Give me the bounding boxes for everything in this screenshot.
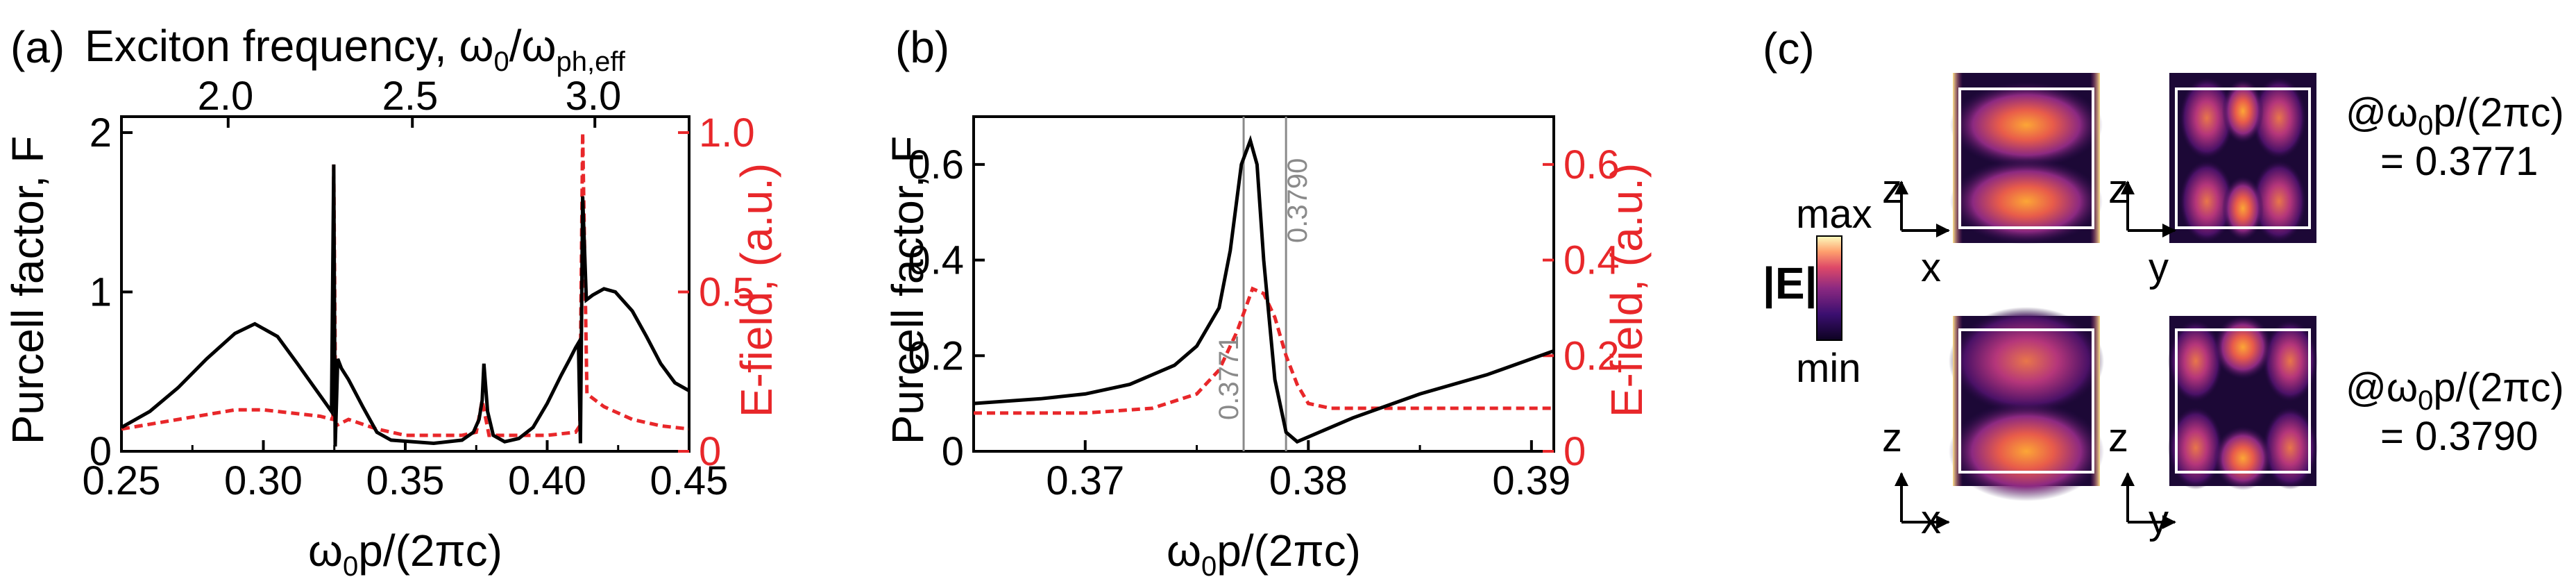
panel-a-top-axis-label: Exciton frequency, ω0/ωph,eff <box>85 21 626 77</box>
map-axes-yz-bottom: z y <box>2108 415 2176 542</box>
colorbar-field-label: |E| <box>1763 258 1817 309</box>
y2-tick-label: 0.6 <box>1564 142 1620 187</box>
field-map-yz-0.3790 <box>2168 315 2318 490</box>
panel-a-bottom-axis-label: ω0p/(2πc) <box>308 526 502 582</box>
axis-x-label: x <box>1921 245 1941 290</box>
freq-label-0.3790: @ω0p/(2πc) = 0.3790 <box>2346 365 2564 459</box>
axis-z-label: z <box>2108 167 2128 212</box>
panel-a-right-axis-label: E-field, (a.u.) <box>731 163 781 417</box>
map-axes-xz-top: z x <box>1882 167 1950 290</box>
x-tick-label: 0.40 <box>508 458 586 503</box>
map-axes-yz-top: z y <box>2108 167 2176 290</box>
panel-a-top-tick: 3.0 <box>566 74 622 119</box>
panel-b-vline-label: 0.3790 <box>1282 158 1313 243</box>
axis-x-label: x <box>1921 497 1941 542</box>
axis-z-label: z <box>1882 415 1902 460</box>
x-tick-label: 0.30 <box>224 458 303 503</box>
colorbar-gradient <box>1816 235 1842 341</box>
y2-tick-label: 1.0 <box>699 110 755 156</box>
panel-b-vline-label: 0.3771 <box>1214 335 1244 420</box>
panel-a-top-tick: 2.5 <box>382 74 439 119</box>
panel-b-label: (b) <box>895 22 949 72</box>
freq-label-formula: @ω0p/(2πc) <box>2346 90 2564 141</box>
panel-b-frame <box>972 115 1555 453</box>
y-tick-label: 1 <box>90 269 112 315</box>
panel-a-label: (a) <box>10 22 65 72</box>
panel-c-label: (c) <box>1763 24 1815 74</box>
axis-z-label: z <box>1882 167 1902 212</box>
x-tick-label: 0.45 <box>650 458 729 503</box>
x-tick-label: 0.38 <box>1269 458 1348 503</box>
colorbar-min-label: min <box>1796 346 1861 391</box>
panel-a-purcell-curve <box>121 164 689 447</box>
freq-label-value: = 0.3790 <box>2380 414 2538 459</box>
colorbar-max-label: max <box>1796 192 1872 237</box>
panel-b-right-axis-label: E-field, (a.u.) <box>1602 163 1652 417</box>
panel-a-left-axis-label: Purcell factor, F <box>3 136 53 445</box>
freq-label-value: = 0.3771 <box>2380 139 2538 184</box>
field-map-xz-0.3790 <box>1949 307 2104 501</box>
panel-b-efield-curve <box>974 286 1554 415</box>
panel-a-top-tick: 2.0 <box>198 74 254 119</box>
y2-tick-label: 0.5 <box>699 269 755 315</box>
y-tick-label: 0 <box>90 429 112 474</box>
y2-tick-label: 0.2 <box>1564 333 1620 378</box>
panel-a-frame <box>120 115 690 453</box>
map-axes-xz-bottom: z x <box>1882 415 1950 542</box>
colorbar: max min |E| <box>1763 192 1872 391</box>
axis-y-label: y <box>2149 497 2169 542</box>
field-map-xz-0.3771 <box>1950 73 2103 244</box>
panel-b-bottom-axis-label: ω0p/(2πc) <box>1167 526 1361 582</box>
field-map-yz-0.3771 <box>2169 73 2316 243</box>
freq-label-formula: @ω0p/(2πc) <box>2346 365 2564 416</box>
y-tick-label: 0.6 <box>908 142 964 187</box>
axis-z-label: z <box>2108 415 2128 460</box>
x-tick-label: 0.25 <box>83 458 161 503</box>
panel-b-left-axis-label: Purcell factor, F <box>883 136 933 445</box>
x-tick-label: 0.37 <box>1046 458 1124 503</box>
y-tick-label: 0.4 <box>908 238 964 283</box>
axis-y-label: y <box>2149 245 2169 290</box>
y2-tick-label: 0.4 <box>1564 238 1620 283</box>
y-tick-label: 2 <box>90 110 112 156</box>
y2-tick-label: 0 <box>1564 429 1586 474</box>
panel-a-efield-curve <box>121 132 689 437</box>
panel-b-purcell-curve <box>974 135 1554 444</box>
y-tick-label: 0.2 <box>908 333 964 378</box>
x-tick-label: 0.35 <box>366 458 445 503</box>
x-tick-label: 0.39 <box>1492 458 1570 503</box>
y-tick-label: 0 <box>942 429 964 474</box>
y2-tick-label: 0 <box>699 429 721 474</box>
freq-label-0.3771: @ω0p/(2πc) = 0.3771 <box>2346 90 2564 184</box>
